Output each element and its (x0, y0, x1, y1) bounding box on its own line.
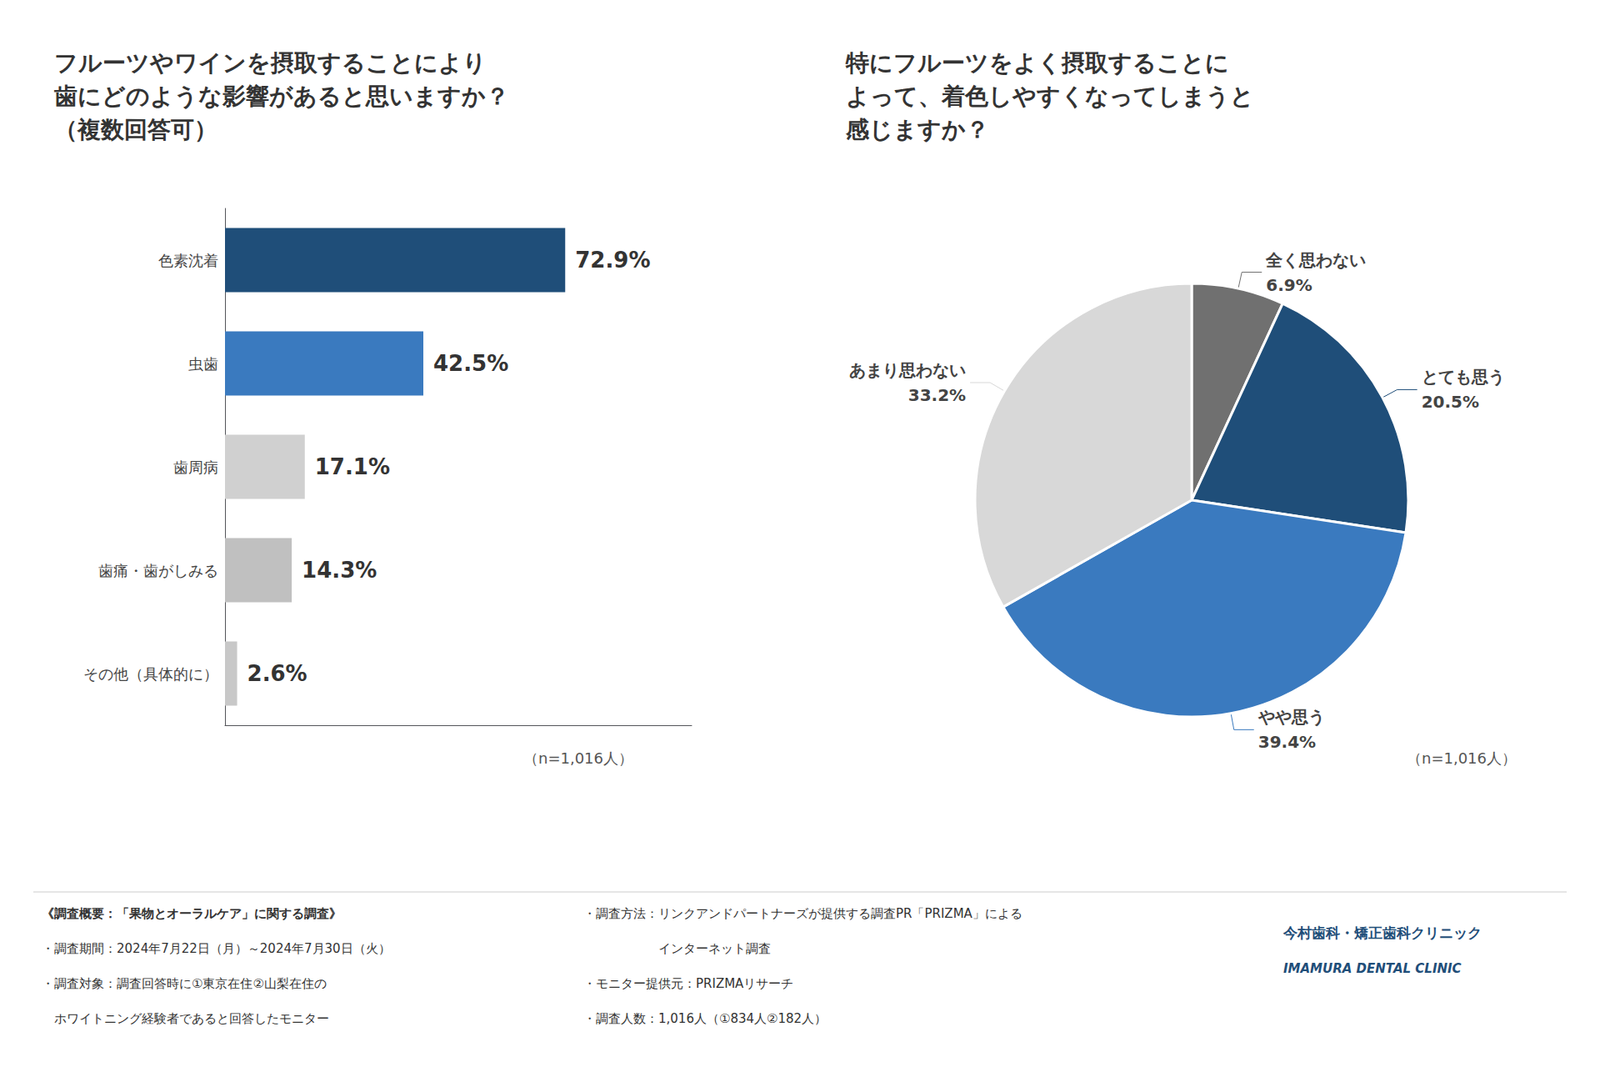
svg-text:やや思う: やや思う (1257, 706, 1325, 727)
svg-text:歯にどのような影響があると思いますか？: 歯にどのような影響があると思いますか？ (53, 82, 510, 110)
svg-text:20.5%: 20.5% (1421, 391, 1480, 412)
svg-text:今村歯科・矯正歯科クリニック: 今村歯科・矯正歯科クリニック (1282, 924, 1482, 941)
svg-text:・調査期間：2024年7月22日（月）～2024年7月30日: ・調査期間：2024年7月22日（月）～2024年7月30日（火） (41, 940, 391, 956)
svg-text:歯周病: 歯周病 (173, 458, 219, 476)
svg-text:42.5%: 42.5% (433, 350, 509, 376)
svg-text:14.3%: 14.3% (301, 557, 377, 583)
svg-text:虫歯: 虫歯 (188, 355, 219, 373)
svg-text:（n=1,016人）: （n=1,016人） (523, 749, 634, 767)
svg-text:6.9%: 6.9% (1265, 275, 1312, 295)
svg-text:その他（具体的に）: その他（具体的に） (83, 665, 219, 683)
svg-text:感じますか？: 感じますか？ (845, 115, 990, 144)
svg-text:インターネット調査: インターネット調査 (583, 940, 771, 956)
svg-text:・調査方法：リンクアンドパートナーズが提供する調査PR「PR: ・調査方法：リンクアンドパートナーズが提供する調査PR「PRIZMA」による (583, 905, 1023, 921)
svg-text:33.2%: 33.2% (908, 385, 966, 405)
svg-text:ホワイトニング経験者であると回答したモニター: ホワイトニング経験者であると回答したモニター (41, 1010, 330, 1026)
svg-text:フルーツやワインを摂取することにより: フルーツやワインを摂取することにより (54, 49, 487, 77)
svg-text:・調査人数：1,016人（①834人②182人）: ・調査人数：1,016人（①834人②182人） (583, 1010, 827, 1026)
svg-text:歯痛・歯がしみる: 歯痛・歯がしみる (98, 561, 219, 580)
svg-text:特にフルーツをよく摂取することに: 特にフルーツをよく摂取することに (845, 49, 1230, 77)
svg-text:IMAMURA DENTAL CLINIC: IMAMURA DENTAL CLINIC (1283, 960, 1462, 976)
svg-text:・調査対象：調査回答時に①東京在住②山梨在住の: ・調査対象：調査回答時に①東京在住②山梨在住の (41, 975, 327, 991)
svg-text:（n=1,016人）: （n=1,016人） (1406, 749, 1517, 767)
svg-text:2.6%: 2.6% (247, 660, 308, 686)
svg-text:よって、着色しやすくなってしまうと: よって、着色しやすくなってしまうと (845, 82, 1255, 110)
svg-text:・モニター提供元：PRIZMAリサーチ: ・モニター提供元：PRIZMAリサーチ (583, 975, 794, 991)
svg-text:《調査概要：「果物とオーラルケア」に関する調査》: 《調査概要：「果物とオーラルケア」に関する調査》 (41, 905, 342, 921)
svg-text:色素沈着: 色素沈着 (158, 251, 219, 270)
svg-text:とても思う: とても思う (1421, 366, 1505, 387)
svg-text:全く思わない: 全く思わない (1265, 250, 1366, 270)
svg-text:あまり思わない: あまり思わない (849, 360, 966, 380)
svg-text:72.9%: 72.9% (575, 247, 650, 273)
svg-text:39.4%: 39.4% (1258, 731, 1316, 752)
svg-text:17.1%: 17.1% (315, 454, 390, 480)
svg-text:（複数回答可）: （複数回答可） (54, 115, 218, 144)
